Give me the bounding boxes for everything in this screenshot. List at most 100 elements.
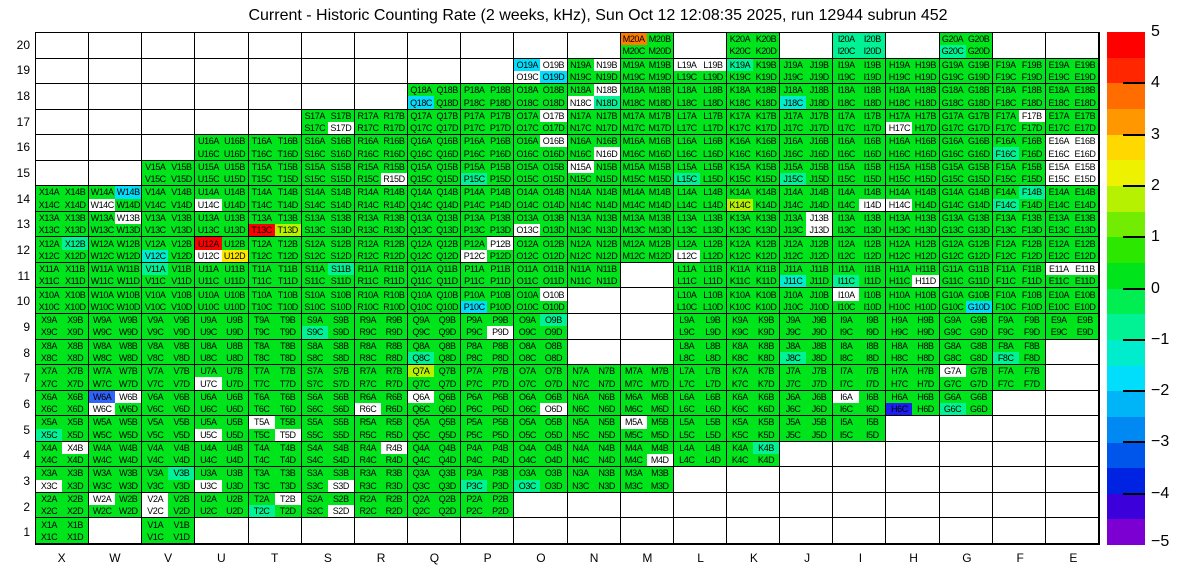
channel-Q12D: Q12D	[434, 249, 461, 262]
cell-R1	[354, 518, 409, 544]
colorbar-band	[1107, 468, 1145, 494]
channel-X9A: X9A	[36, 314, 63, 327]
channel-F9C: F9C	[992, 326, 1019, 339]
cell-X7: X7A X7B X7C X7D	[36, 365, 90, 391]
cell-P19	[461, 58, 515, 85]
cell-J1	[780, 518, 834, 544]
channel-O7D: O7D	[540, 377, 567, 390]
channel-U4C: U4C	[195, 454, 222, 467]
channel-S13A: S13A	[301, 211, 328, 225]
channel-S13C: S13C	[301, 224, 328, 237]
channel-R8C: R8C	[354, 351, 381, 365]
cell-H1	[886, 518, 940, 544]
channel-V9A: V9A	[142, 314, 169, 327]
channel-J14B: J14B	[806, 186, 833, 199]
channel-M16A: M16A	[620, 135, 647, 148]
channel-N11B: N11B	[593, 262, 620, 276]
cell-V17	[142, 109, 196, 136]
channel-J7A: J7A	[780, 365, 807, 378]
cell-H19: H19A H19B H19C H19D	[886, 58, 940, 85]
channel-O6B: O6B	[540, 390, 567, 403]
channel-X6A: X6A	[36, 390, 63, 403]
channel-L5A: L5A	[673, 416, 700, 429]
channel-X3D: X3D	[62, 479, 89, 492]
channel-L5C: L5C	[673, 428, 700, 441]
channel-L4C: L4C	[673, 454, 700, 467]
cell-S10: S10A S10B S10C S10D	[301, 288, 355, 315]
cell-H4	[886, 441, 940, 468]
channel-T7C: T7C	[248, 377, 275, 390]
channel-G17D: G17D	[965, 121, 992, 135]
channel-V10B: V10B	[168, 288, 195, 301]
channel-H15C: H15C	[886, 173, 913, 186]
channel-I19C: I19C	[833, 70, 860, 84]
channel-J9D: J9D	[806, 326, 833, 339]
channel-X2D: X2D	[62, 505, 89, 518]
channel-H12D: H12D	[912, 249, 939, 262]
channel-N14D: N14D	[593, 198, 620, 211]
cell-U20	[195, 33, 249, 59]
cell-T20	[248, 33, 302, 59]
channel-S6B: S6B	[327, 390, 354, 403]
channel-N4C: N4C	[567, 454, 594, 467]
cell-K1	[726, 518, 781, 544]
channel-F16B: F16B	[1018, 135, 1045, 148]
cell-P7: P7A P7B P7C P7D	[461, 365, 515, 391]
channel-Q16D: Q16D	[434, 147, 461, 160]
channel-U6C: U6C	[195, 402, 222, 416]
channel-T4B: T4B	[274, 441, 301, 455]
channel-R7D: R7D	[380, 377, 408, 390]
channel-H19D: H19D	[912, 70, 939, 84]
channel-U6D: U6D	[221, 402, 248, 416]
heatmap-grid: M20A M20B M20C M20D K20A K20B K20C K20D I20A I20B…	[35, 32, 1100, 545]
channel-P5C: P5C	[461, 428, 488, 441]
colorbar-band	[1107, 391, 1145, 417]
channel-R3D: R3D	[380, 479, 408, 492]
channel-Q6C: Q6C	[408, 402, 435, 416]
channel-N18D: N18D	[593, 96, 620, 109]
channel-W2C: W2C	[89, 505, 116, 518]
channel-P3B: P3B	[487, 467, 514, 480]
cell-U12: U12A U12B U12C U12D	[195, 237, 249, 263]
cell-M14: M14A M14B M14C M14D	[620, 186, 674, 212]
channel-I11B: I11B	[859, 262, 886, 276]
channel-H8D: H8D	[912, 351, 939, 365]
channel-Q9B: Q9B	[434, 314, 461, 327]
cell-G7: G7A G7B G7C G7D	[939, 365, 993, 391]
channel-E18C: E18C	[1045, 96, 1072, 109]
channel-I15D: I15D	[859, 173, 886, 186]
channel-R7A: R7A	[354, 365, 381, 378]
channel-S11B: S11B	[327, 262, 354, 276]
channel-V12A: V12A	[142, 237, 169, 250]
cell-N9	[567, 314, 621, 340]
channel-I10A: I10A	[833, 288, 860, 301]
channel-K20C: K20C	[726, 45, 754, 58]
cell-L4: L4A L4B L4C L4D	[673, 441, 727, 468]
channel-E10A: E10A	[1045, 288, 1072, 301]
chart-title: Current - Historic Counting Rate (2 week…	[248, 7, 948, 24]
channel-R10D: R10D	[380, 300, 408, 314]
channel-Q6A: Q6A	[408, 390, 435, 403]
channel-O3D: O3D	[540, 479, 567, 492]
channel-S14C: S14C	[301, 198, 328, 211]
channel-G13C: G13C	[939, 224, 966, 237]
channel-I20B: I20B	[859, 33, 886, 46]
channel-J11A: J11A	[780, 262, 807, 276]
cell-M1	[620, 518, 674, 544]
channel-Q10B: Q10B	[434, 288, 461, 301]
channel-X13D: X13D	[62, 224, 89, 237]
channel-N18C: N18C	[567, 96, 594, 109]
cell-G16: G16A G16B G16C G16D	[939, 135, 993, 161]
channel-T8C: T8C	[248, 351, 275, 365]
channel-N12C: N12C	[567, 249, 594, 262]
channel-U16D: U16D	[221, 147, 248, 160]
channel-V15D: V15D	[168, 173, 195, 186]
x-axis-label-O: O	[536, 551, 546, 565]
channel-L12C: L12C	[673, 249, 700, 262]
x-axis-label-J: J	[804, 551, 811, 565]
channel-O8B: O8B	[540, 339, 567, 352]
channel-M13A: M13A	[620, 211, 647, 225]
channel-P17D: P17D	[487, 121, 514, 135]
channel-W6A: W6A	[89, 390, 116, 403]
channel-L8D: L8D	[699, 351, 726, 365]
